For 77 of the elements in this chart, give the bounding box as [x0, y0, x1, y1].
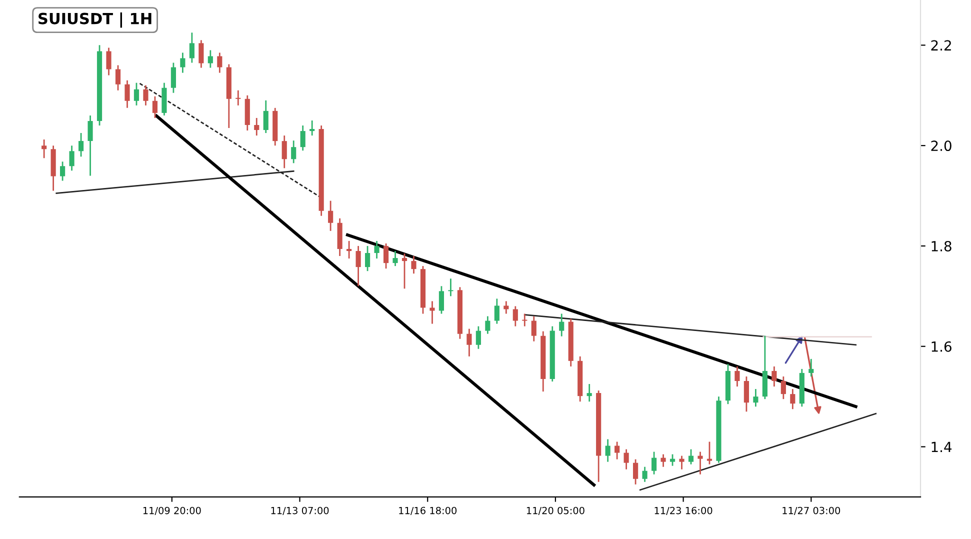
y-tick-label: 2.0: [931, 140, 952, 152]
candlestick: [78, 132, 84, 158]
candlestick: [734, 366, 740, 388]
candlestick: [642, 466, 648, 483]
candlestick: [282, 134, 287, 169]
candlestick: [392, 250, 398, 267]
candlestick: [512, 306, 518, 327]
candlestick: [430, 300, 435, 324]
x-tick-label: 11/20 05:00: [526, 506, 584, 515]
candlestick: [780, 376, 786, 400]
candlestick: [346, 240, 352, 260]
y-tick-label: 1.8: [932, 240, 952, 252]
candlestick: [614, 441, 620, 460]
y-tick-label: 1.4: [932, 442, 952, 452]
candlestick: [124, 80, 130, 109]
text: SUIUSDT | 1H: [38, 12, 152, 28]
x-tick-label: 11/09 20:00: [143, 506, 201, 515]
candlestick: [402, 252, 408, 290]
candlestick: [364, 245, 370, 272]
candlestick: [531, 316, 536, 342]
candlestick: [180, 52, 186, 74]
candlestick: [772, 366, 777, 388]
candlestick: [60, 160, 66, 182]
candlestick: [706, 441, 712, 466]
candlestick: [744, 376, 749, 412]
candlestick: [115, 64, 121, 92]
candlestick: [651, 451, 657, 476]
x-tick-label: 11/23 16:00: [654, 506, 712, 515]
candlestick: [586, 383, 592, 402]
candlestick: [263, 100, 268, 134]
candlestick: [88, 114, 93, 176]
candlestick: [134, 82, 140, 106]
x-tick-label: 11/13 07:00: [271, 506, 329, 515]
candlestick: [753, 388, 758, 408]
candlestick: [504, 300, 509, 314]
candlestick: [476, 326, 481, 350]
candlestick: [374, 240, 380, 260]
candlestick: [42, 138, 47, 159]
candlestick: [660, 454, 666, 468]
candlestick: [300, 124, 306, 152]
candlestick: [152, 96, 158, 119]
candlestick: [624, 448, 629, 470]
candlestick: [485, 316, 490, 335]
candlestick: [522, 313, 528, 327]
candlestick: [633, 458, 638, 486]
candlestick: [605, 438, 610, 463]
candlestick: [494, 298, 500, 324]
candlestick: [69, 144, 74, 172]
candlestick: [670, 454, 676, 467]
candlestick: [143, 84, 148, 106]
candlestick: [310, 120, 315, 136]
candlestick: [208, 50, 213, 68]
candlestick: [808, 358, 814, 378]
candlestick: [106, 46, 112, 76]
candlestick: [198, 39, 204, 68]
y-tick-label: 2.2: [931, 40, 951, 50]
candlestick: [448, 278, 454, 297]
candlestick: [466, 328, 472, 358]
candlestick: [291, 140, 296, 164]
x-tick-label: 11/27 03:00: [782, 506, 840, 515]
candlestick: [679, 455, 684, 470]
candlestick: [383, 242, 389, 270]
candlestick: [170, 62, 176, 94]
candlestick: [189, 32, 194, 64]
candlestick: [356, 245, 361, 287]
candlestick: [698, 451, 703, 476]
candlestick: [254, 117, 260, 136]
candlestick: [559, 313, 564, 338]
candlestick: [790, 388, 796, 410]
candlestick: [438, 285, 444, 314]
candlestick: [328, 200, 334, 232]
candlestick: [236, 90, 241, 106]
x-tick-label: 11/16 18:00: [399, 506, 457, 515]
candlestick: [217, 52, 222, 74]
y-tick-label: 1.6: [932, 341, 952, 352]
candlestick: [688, 448, 694, 466]
candlestick: [411, 255, 416, 274]
